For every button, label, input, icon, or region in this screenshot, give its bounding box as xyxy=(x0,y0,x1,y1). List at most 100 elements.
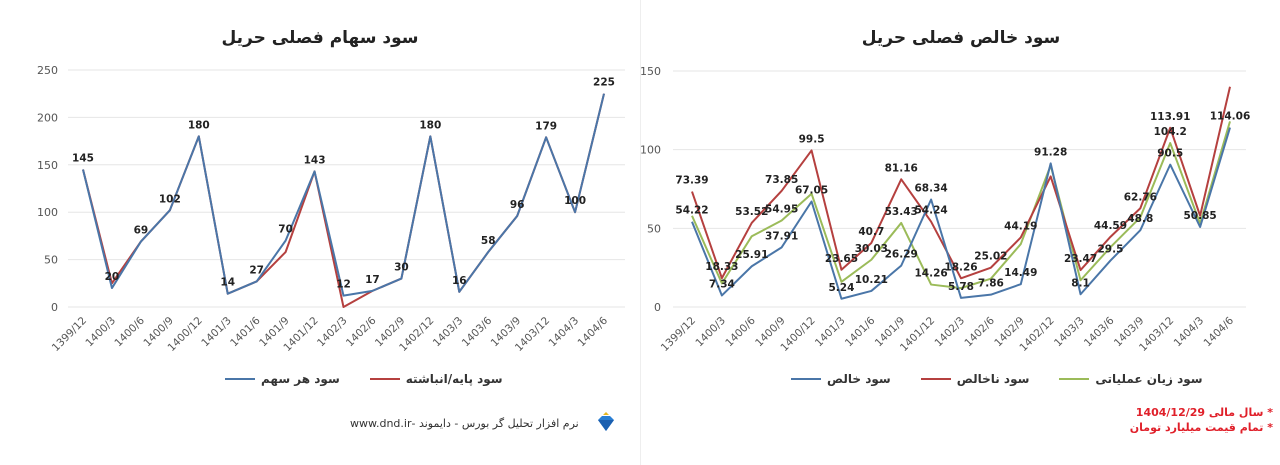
data-label: 18.26 xyxy=(944,261,977,273)
data-label: 30 xyxy=(394,262,409,274)
y-tick-label: 250 xyxy=(37,64,58,77)
y-tick-label: 50 xyxy=(647,222,661,235)
legend-item-accumulated: سود پایه/انباشته xyxy=(369,372,503,386)
legend-swatch xyxy=(920,378,951,380)
data-label: 17 xyxy=(365,274,380,286)
software-credit-text: نرم افزار تحلیل گر بورس - دایموند -www.d… xyxy=(350,416,579,430)
net-profit-chart-panel: سود خالص فصلی حریل 0 50 100 150 1399/12 1400/… xyxy=(640,0,1280,465)
y-tick-label: 200 xyxy=(37,111,58,124)
legend-item-gross: سود ناخالص xyxy=(920,372,1030,386)
diamond-logo-icon xyxy=(597,412,614,431)
y-tick-label: 150 xyxy=(641,65,661,78)
data-label: 113.91 xyxy=(1150,111,1191,123)
x-tick-label: 1402/6 xyxy=(344,314,379,349)
legend-label: سود خالص xyxy=(827,372,891,386)
x-tick-label: 1400/6 xyxy=(723,314,758,349)
x-tick-label: 1404/3 xyxy=(1172,315,1207,350)
data-label: 25.91 xyxy=(735,249,768,261)
data-label: 114.06 xyxy=(1210,111,1251,123)
data-label: 8.1 xyxy=(1071,277,1090,289)
legend-item-eps: سود هر سهم xyxy=(225,372,340,386)
data-label: 143 xyxy=(304,154,326,166)
x-tick-label: 1401/6 xyxy=(843,314,878,349)
series-line xyxy=(691,121,1231,290)
legend-item-operating: سود زیان عملیاتی xyxy=(1059,372,1203,386)
x-tick-label: 1401/3 xyxy=(199,315,234,350)
data-label: 25.02 xyxy=(974,251,1007,263)
x-tick-label: 1402/6 xyxy=(962,314,997,349)
x-tick-label: 1403/3 xyxy=(431,315,466,350)
series-line xyxy=(82,93,605,297)
notes: * سال مالی 1404/12/29 * تمام قیمت میلیار… xyxy=(1130,405,1273,435)
data-label: 102 xyxy=(159,193,181,205)
data-label: 90.5 xyxy=(1157,148,1183,160)
data-label: 26.29 xyxy=(885,249,918,261)
legend-label: سود زیان عملیاتی xyxy=(1095,372,1203,386)
x-tick-label: 1401/3 xyxy=(813,315,848,350)
chart-title: سود سهام فصلی حریل xyxy=(221,28,419,48)
data-label: 225 xyxy=(593,77,615,89)
data-label: 104.2 xyxy=(1154,126,1187,138)
legend-label: سود ناخالص xyxy=(956,372,1030,386)
data-label: 91.28 xyxy=(1034,146,1067,158)
data-label: 53.43 xyxy=(885,206,918,218)
series-line xyxy=(691,86,1231,280)
data-label: 54.24 xyxy=(915,205,948,217)
data-label: 40.7 xyxy=(858,226,884,238)
data-label: 180 xyxy=(419,119,441,131)
data-label: 18.33 xyxy=(705,261,738,273)
x-tick-label: 1404/6 xyxy=(576,314,611,349)
legend-swatch xyxy=(791,378,821,380)
data-label: 44.59 xyxy=(1094,220,1127,232)
legend-label: سود هر سهم xyxy=(261,372,340,386)
data-label: 68.34 xyxy=(915,182,948,194)
data-label: 145 xyxy=(72,153,94,165)
y-tick-label: 0 xyxy=(654,301,661,314)
data-label: 73.85 xyxy=(765,174,798,186)
x-tick-label: 1400/3 xyxy=(83,315,118,350)
data-label: 179 xyxy=(535,120,557,132)
data-label: 44.19 xyxy=(1004,220,1037,232)
data-label: 7.34 xyxy=(709,278,735,290)
data-label: 27 xyxy=(249,264,264,276)
x-tick-label: 1399/12 xyxy=(50,315,89,354)
data-label: 5.78 xyxy=(948,281,974,293)
data-label: 100 xyxy=(564,195,586,207)
data-label: 67.05 xyxy=(795,185,828,197)
data-label: 50.85 xyxy=(1184,210,1217,222)
x-tick-label: 1399/12 xyxy=(659,315,698,354)
data-label: 73.39 xyxy=(675,175,708,187)
eps-chart-panel: سود سهام فصلی حریل 0 50 100 150 200 250 1399/1… xyxy=(37,28,625,431)
x-tick-label: 1403/6 xyxy=(460,314,495,349)
legend: سود زیان عملیاتی سود ناخالص سود خالص xyxy=(791,372,1203,386)
legend-swatch xyxy=(225,378,255,380)
y-tick-label: 50 xyxy=(44,254,58,267)
data-label: 14.26 xyxy=(915,268,948,280)
y-tick-label: 150 xyxy=(37,159,58,172)
data-label: 14 xyxy=(220,277,235,289)
data-label: 10.21 xyxy=(855,274,888,286)
legend-swatch xyxy=(1059,378,1090,380)
data-label: 48.8 xyxy=(1127,213,1153,225)
legend-swatch xyxy=(369,378,400,380)
data-label: 62.76 xyxy=(1124,191,1157,203)
x-tick-label: 1402/3 xyxy=(315,315,350,350)
x-tick-label: 1404/3 xyxy=(547,315,582,350)
data-label: 54.22 xyxy=(675,205,708,217)
data-label: 12 xyxy=(336,279,351,291)
x-tick-label: 1400/3 xyxy=(693,315,728,350)
x-tick-label: 1400/6 xyxy=(112,314,147,349)
data-label: 5.24 xyxy=(828,282,854,294)
x-tick-label: 1403/3 xyxy=(1052,315,1087,350)
data-label: 53.52 xyxy=(735,206,768,218)
unit-note: * تمام قیمت میلیارد تومان xyxy=(1129,421,1273,434)
x-tick-label: 1404/6 xyxy=(1202,314,1237,349)
data-label: 23.65 xyxy=(825,253,858,265)
data-label: 99.5 xyxy=(799,133,825,145)
data-label: 23.47 xyxy=(1064,253,1097,265)
y-tick-label: 0 xyxy=(51,301,58,314)
data-label: 58 xyxy=(481,235,496,247)
data-label: 20 xyxy=(105,271,120,283)
legend-label: سود پایه/انباشته xyxy=(405,372,503,386)
data-label: 14.49 xyxy=(1004,267,1037,279)
